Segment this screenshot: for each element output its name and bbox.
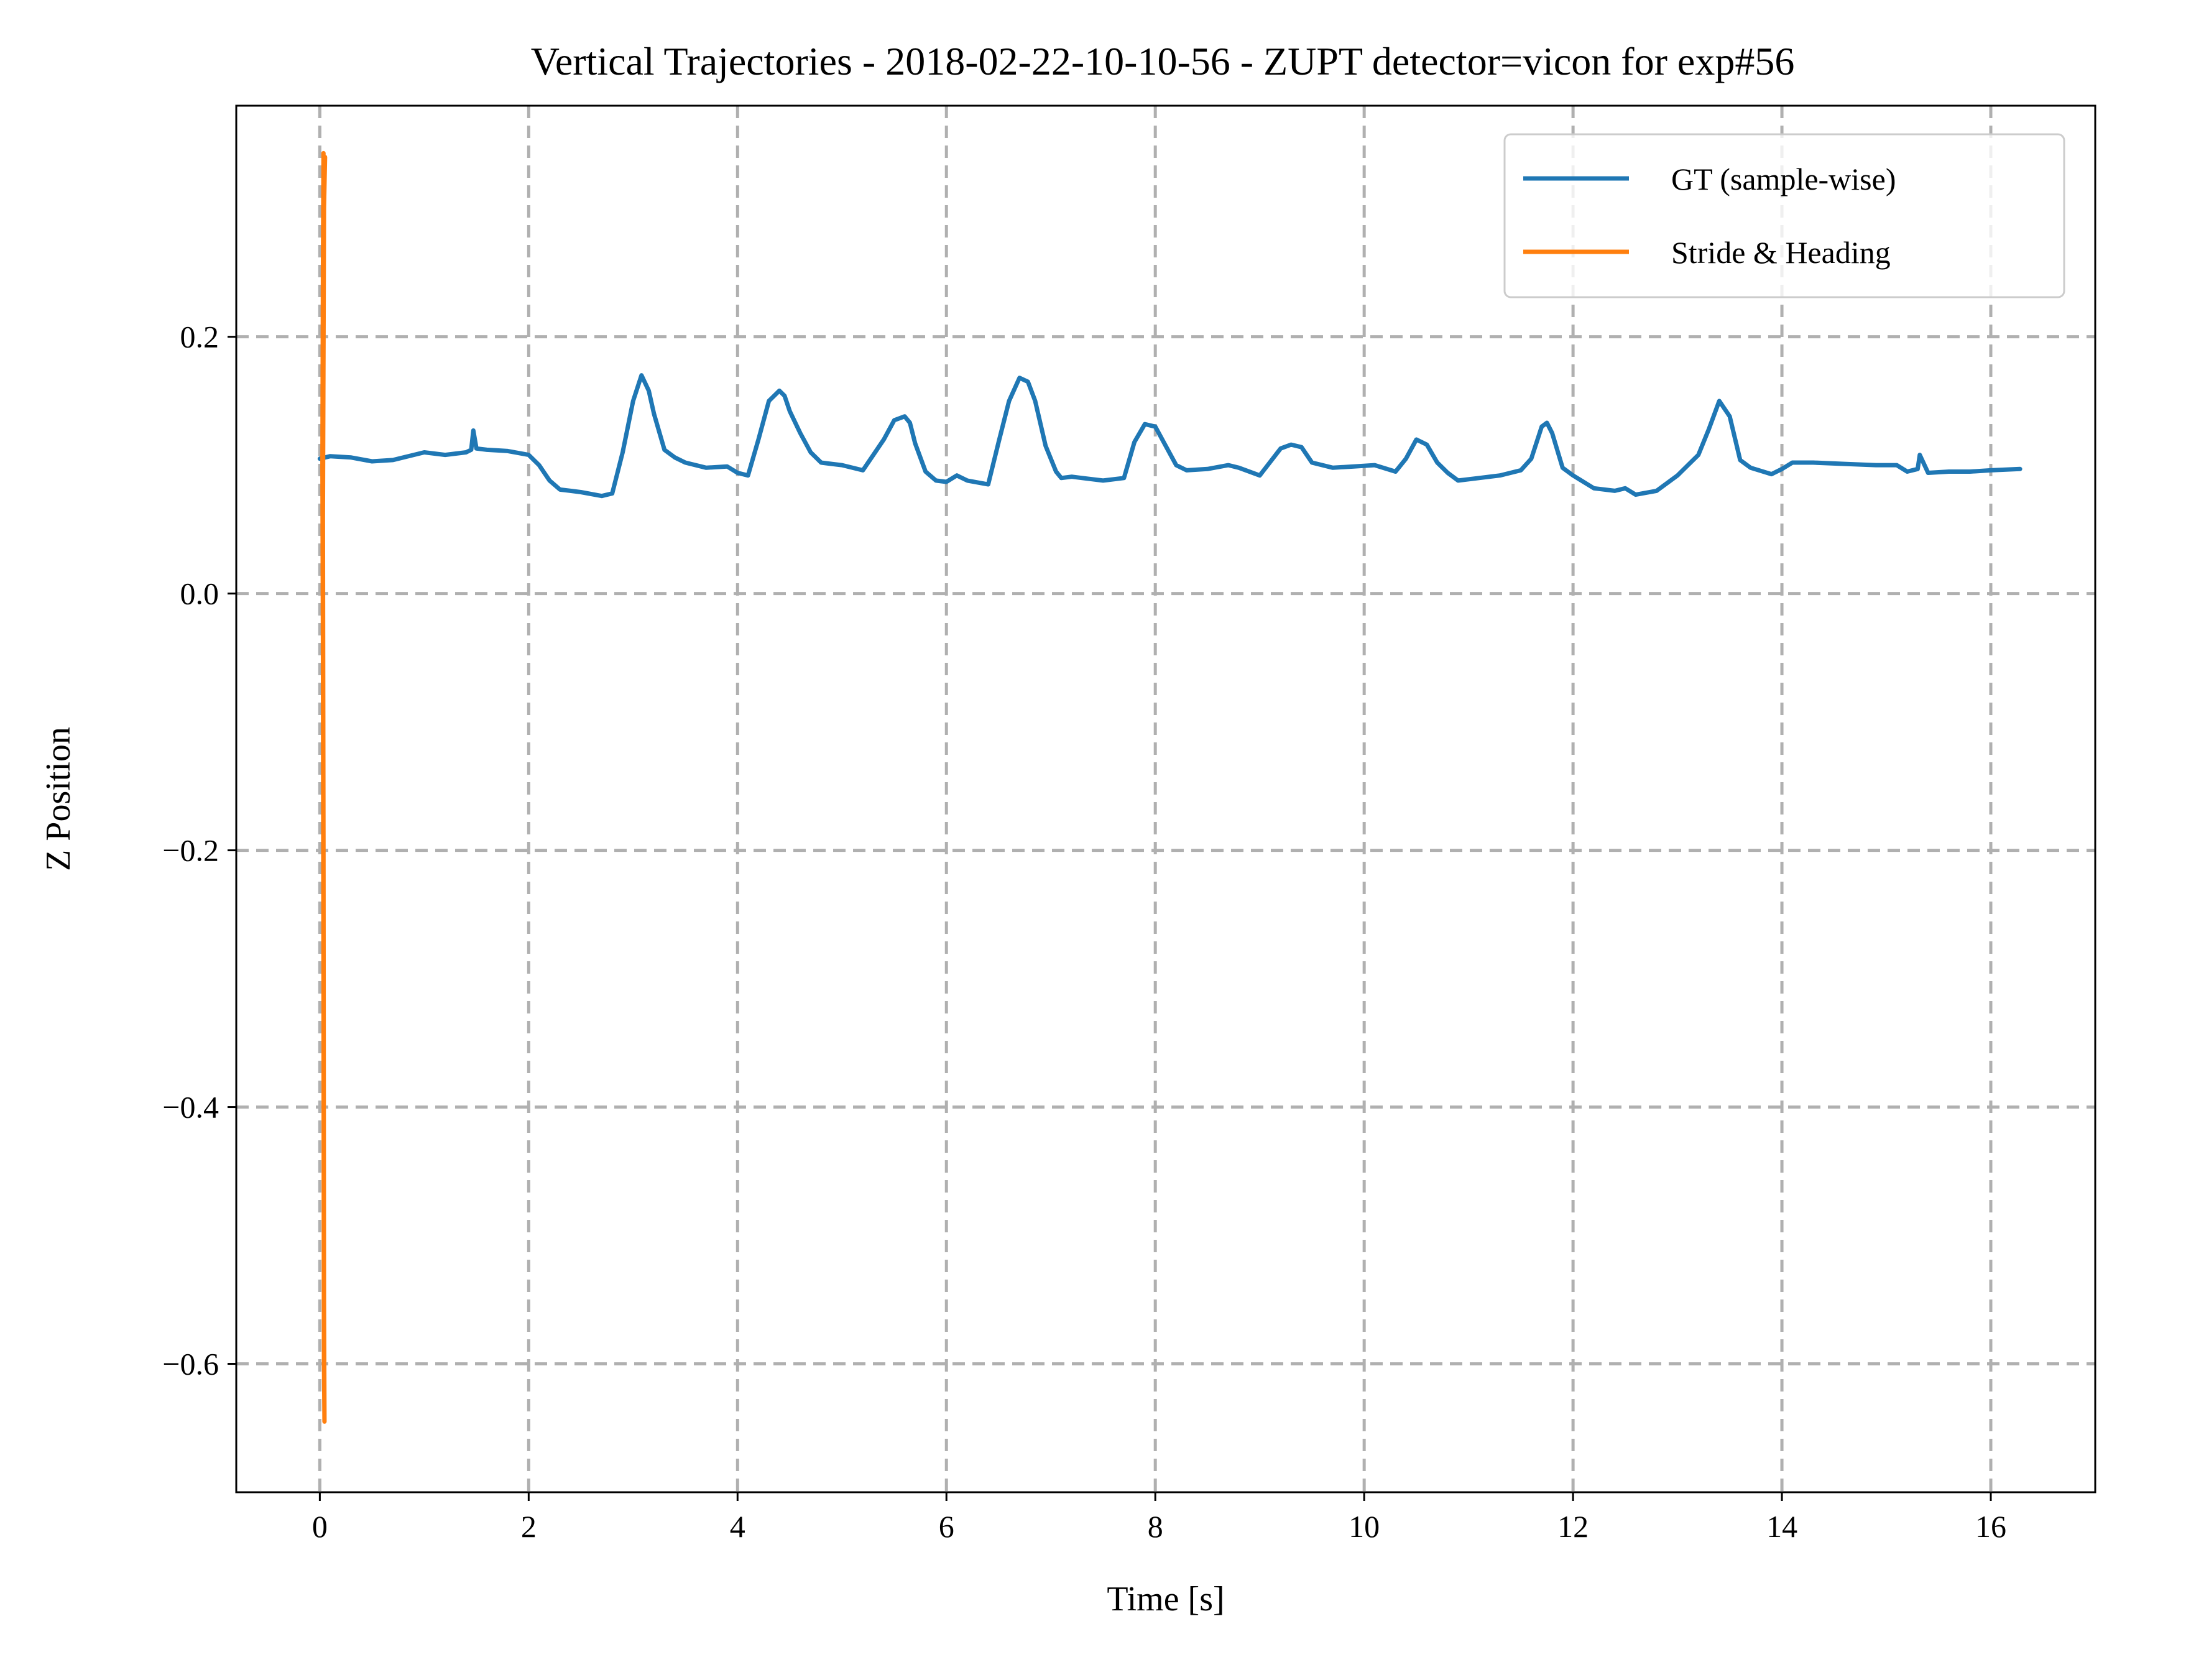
x-tick-label: 10 [1349, 1509, 1380, 1544]
y-tick-label: −0.4 [162, 1090, 219, 1125]
legend: GT (sample-wise) Stride & Heading [1503, 133, 2065, 298]
x-tick-label: 12 [1557, 1509, 1589, 1544]
series-line-gt [317, 373, 2022, 499]
x-tick-label: 0 [312, 1509, 328, 1544]
x-tick-label: 16 [1975, 1509, 2006, 1544]
y-tick-label: −0.2 [162, 833, 219, 868]
series-layer [317, 150, 2022, 1424]
x-tick-label: 4 [730, 1509, 745, 1544]
x-tick-label: 8 [1148, 1509, 1163, 1544]
x-tick-label: 6 [939, 1509, 954, 1544]
y-tick-label: −0.6 [162, 1347, 219, 1382]
chart-title: Vertical Trajectories - 2018-02-22-10-10… [531, 39, 1795, 83]
x-tick-label: 2 [521, 1509, 537, 1544]
legend-box [1503, 133, 2065, 298]
y-tick-label: 0.2 [180, 320, 219, 354]
series-line-stride-heading [320, 150, 328, 1424]
plot-frame [235, 104, 2096, 1493]
x-tick-label: 14 [1766, 1509, 1797, 1544]
grid-layer [236, 106, 2095, 1492]
y-axis-label: Z Position [39, 727, 78, 871]
y-tick-label: 0.0 [180, 576, 219, 611]
x-axis: 0 2 4 6 8 10 12 14 16 [312, 1492, 2006, 1544]
legend-label-gt: GT (sample-wise) [1671, 162, 1896, 196]
y-axis: −0.6 −0.4 −0.2 0.0 0.2 [162, 320, 236, 1382]
legend-label-stride-heading: Stride & Heading [1671, 235, 1891, 270]
x-axis-label: Time [s] [1107, 1580, 1224, 1618]
